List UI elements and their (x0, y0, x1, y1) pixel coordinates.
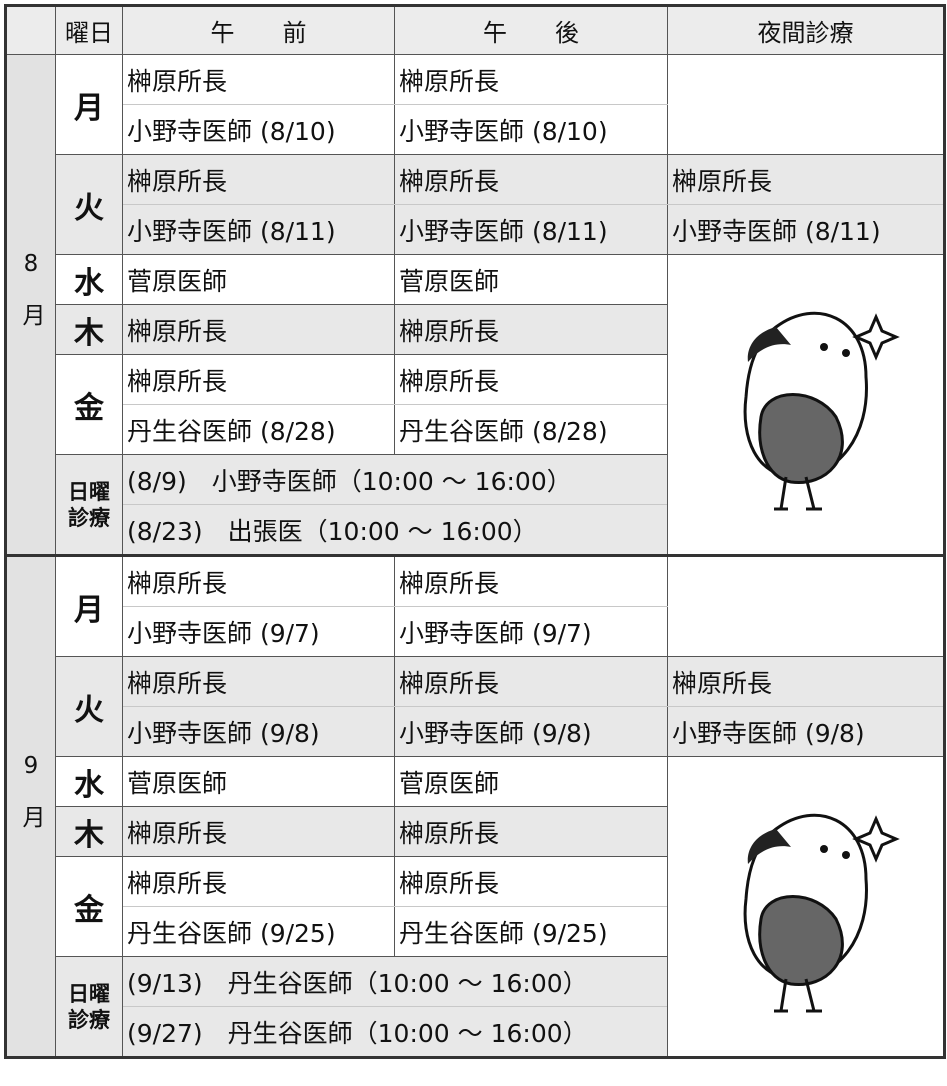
night-cell (667, 54, 945, 155)
schedule-row: (8/23) 出張医（10:00 ～ 16:00） (6, 504, 945, 556)
am-cell: 榊原所長 (122, 154, 395, 205)
sunday-entry: (8/9) 小野寺医師（10:00 ～ 16:00） (122, 454, 668, 505)
pm-cell: 丹生谷医師 (8/28) (394, 404, 668, 455)
am-cell: 菅原医師 (122, 254, 395, 305)
header-cell (5, 5, 56, 55)
weekday-cell: 火 (55, 154, 123, 255)
schedule-row: 小野寺医師 (9/7) 小野寺医師 (9/7) (6, 606, 945, 657)
schedule-row: 小野寺医師 (8/10) 小野寺医師 (8/10) (6, 104, 945, 155)
header-cell: 夜間診療 (667, 5, 945, 55)
weekday-cell: 月 (55, 554, 123, 657)
schedule-row: 丹生谷医師 (8/28) 丹生谷医師 (8/28) (6, 404, 945, 455)
am-cell: 丹生谷医師 (8/28) (122, 404, 395, 455)
sunday-label: 日曜診療 (55, 454, 123, 556)
am-cell: 小野寺医師 (8/11) (122, 204, 395, 255)
weekday-cell: 金 (55, 856, 123, 957)
sunday-entry: (8/23) 出張医（10:00 ～ 16:00） (122, 504, 668, 556)
am-cell: 榊原所長 (122, 806, 395, 857)
weekday-cell: 木 (55, 806, 123, 857)
weekday-cell: 水 (55, 254, 123, 305)
schedule-row: 水菅原医師 菅原医師 (6, 254, 945, 556)
schedule-row: 木榊原所長 榊原所長 (6, 806, 945, 857)
pm-cell: 小野寺医師 (8/10) (394, 104, 668, 155)
weekday-cell: 木 (55, 304, 123, 355)
sunday-entry: (9/13) 丹生谷医師（10:00 ～ 16:00） (122, 956, 668, 1007)
am-cell: 小野寺医師 (9/7) (122, 606, 395, 657)
am-cell: 榊原所長 (122, 354, 395, 405)
schedule-row: 日曜診療 (9/13) 丹生谷医師（10:00 ～ 16:00） (6, 956, 945, 1058)
am-cell: 丹生谷医師 (9/25) (122, 906, 395, 957)
schedule-row: 8月月榊原所長 榊原所長 (5, 54, 945, 556)
weekday-cell: 月 (55, 54, 123, 155)
sunday-entry: (9/27) 丹生谷医師（10:00 ～ 16:00） (122, 1006, 668, 1058)
night-cell: 榊原所長 (667, 656, 945, 707)
night-cell: 小野寺医師 (8/11) (667, 204, 945, 255)
header-cell: 午 前 (122, 5, 395, 55)
am-cell: 小野寺医師 (8/10) (122, 104, 395, 155)
pm-cell: 榊原所長 (394, 354, 668, 405)
night-cell (667, 554, 945, 657)
pm-cell: 榊原所長 (394, 806, 668, 857)
pm-cell: 榊原所長 (394, 54, 668, 105)
header-row: 曜日午 前午 後夜間診療 (5, 5, 945, 55)
schedule-row: 9月月榊原所長 榊原所長 (5, 554, 945, 1058)
sunday-label: 日曜診療 (55, 956, 123, 1058)
weekday-cell: 水 (55, 756, 123, 807)
month-cell: 8月 (5, 54, 56, 556)
night-cell: 榊原所長 (667, 154, 945, 205)
month-label: 9月 (18, 753, 44, 854)
am-cell: 菅原医師 (122, 756, 395, 807)
pm-cell: 榊原所長 (394, 856, 668, 907)
am-cell: 榊原所長 (122, 54, 395, 105)
schedule-row: 小野寺医師 (8/11) 小野寺医師 (8/11) 小野寺医師 (8/11) (6, 204, 945, 255)
bird-illustration (743, 311, 900, 510)
am-cell: 小野寺医師 (9/8) (122, 706, 395, 757)
am-cell: 榊原所長 (122, 656, 395, 707)
schedule-row: 丹生谷医師 (9/25) 丹生谷医師 (9/25) (6, 906, 945, 957)
schedule-row: 日曜診療 (8/9) 小野寺医師（10:00 ～ 16:00） (6, 454, 945, 556)
pm-cell: 丹生谷医師 (9/25) (394, 906, 668, 957)
pm-cell: 菅原医師 (394, 756, 668, 807)
pm-cell: 榊原所長 (394, 304, 668, 355)
pm-cell: 榊原所長 (394, 656, 668, 707)
pm-cell: 榊原所長 (394, 154, 668, 205)
schedule-row: 木榊原所長 榊原所長 (6, 304, 945, 355)
am-cell: 榊原所長 (122, 554, 395, 607)
night-cell: 小野寺医師 (9/8) (667, 706, 945, 757)
header-cell: 午 後 (394, 5, 668, 55)
pm-cell: 榊原所長 (394, 554, 668, 607)
month-label: 8月 (18, 251, 44, 352)
pm-cell: 小野寺医師 (8/11) (394, 204, 668, 255)
pm-cell: 菅原医師 (394, 254, 668, 305)
bird-cell (667, 756, 945, 1058)
month-cell: 9月 (5, 554, 56, 1058)
weekday-cell: 火 (55, 656, 123, 757)
weekday-cell: 金 (55, 354, 123, 455)
schedule-row: 水菅原医師 菅原医師 (6, 756, 945, 1058)
bird-cell (667, 254, 945, 556)
schedule-row: (9/27) 丹生谷医師（10:00 ～ 16:00） (6, 1006, 945, 1058)
schedule-table: 曜日午 前午 後夜間診療 8月月榊原所長 榊原所長 小野寺医師 (8/10) 小野寺医師… (4, 4, 946, 1059)
pm-cell: 小野寺医師 (9/7) (394, 606, 668, 657)
bird-illustration (743, 813, 900, 1012)
schedule-row: 火榊原所長 榊原所長 榊原所長 (6, 656, 945, 757)
header-cell: 曜日 (55, 5, 123, 55)
pm-cell: 小野寺医師 (9/8) (394, 706, 668, 757)
schedule-row: 金榊原所長 榊原所長 (6, 354, 945, 455)
am-cell: 榊原所長 (122, 304, 395, 355)
schedule-row: 火榊原所長 榊原所長 榊原所長 (6, 154, 945, 255)
schedule-row: 小野寺医師 (9/8) 小野寺医師 (9/8) 小野寺医師 (9/8) (6, 706, 945, 757)
am-cell: 榊原所長 (122, 856, 395, 907)
